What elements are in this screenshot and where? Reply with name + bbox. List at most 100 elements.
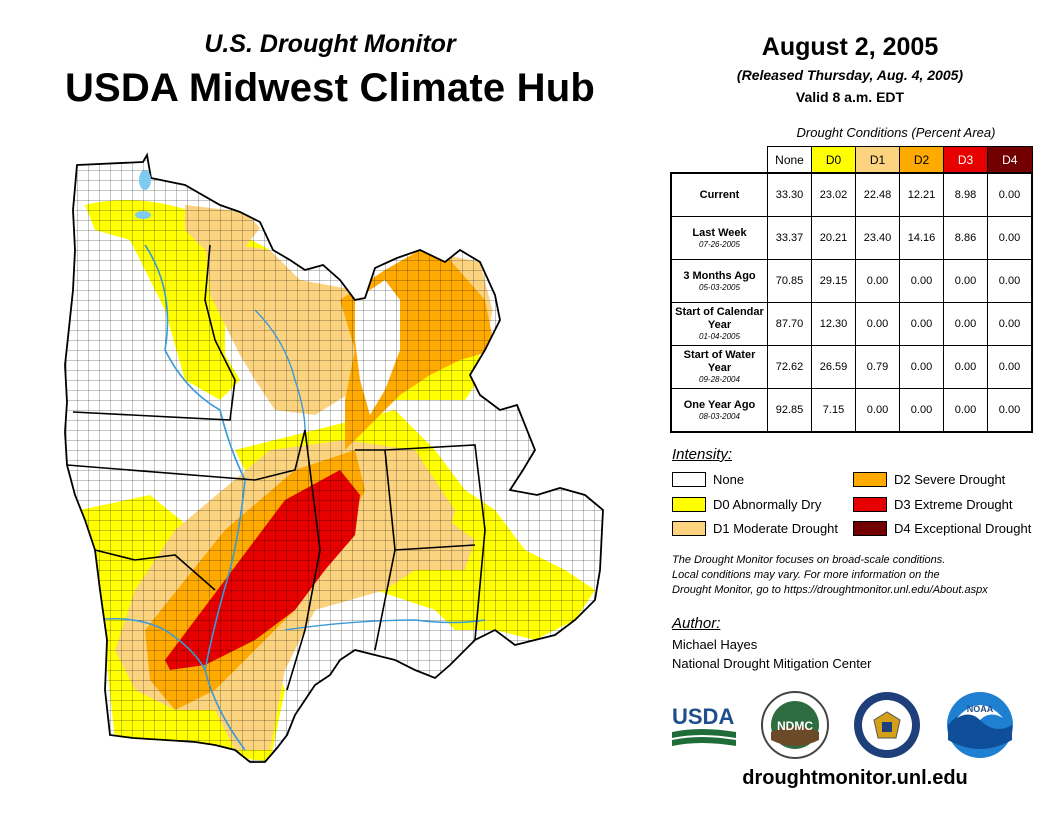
row-label-text: 3 Months Ago bbox=[683, 269, 756, 282]
legend-swatch bbox=[853, 497, 887, 512]
legend-swatch bbox=[672, 497, 706, 512]
map-supertitle: U.S. Drought Monitor bbox=[204, 30, 456, 58]
legend-item: None bbox=[672, 472, 744, 487]
wisconsin-river bbox=[254, 309, 306, 431]
ndmc-logo-text: NDMC bbox=[777, 719, 813, 733]
table-cell: 33.30 bbox=[767, 172, 812, 217]
row-date: 07-26-2005 bbox=[699, 239, 740, 249]
map-date: August 2, 2005 bbox=[761, 33, 939, 61]
table-cell: 12.30 bbox=[811, 302, 856, 346]
table-cell: 0.00 bbox=[987, 216, 1033, 260]
table-cell: 0.00 bbox=[943, 302, 988, 346]
row-label-text: Start of Water Year bbox=[683, 349, 756, 374]
table-cell: 14.16 bbox=[899, 216, 944, 260]
legend-item: D0 Abnormally Dry bbox=[672, 497, 821, 512]
table-cell: 0.00 bbox=[987, 345, 1033, 389]
table-cell: 23.40 bbox=[855, 216, 900, 260]
table-cell: 23.02 bbox=[811, 172, 856, 217]
table-cell: 7.15 bbox=[811, 388, 856, 433]
table-row: Last Week 07-26-2005 33.37 20.21 23.40 14.16 8… bbox=[670, 216, 1033, 260]
table-cell: 0.00 bbox=[899, 345, 944, 389]
upper-red-lake bbox=[135, 211, 151, 219]
legend-swatch bbox=[853, 472, 887, 487]
drought-map bbox=[64, 152, 604, 763]
legend-title: Intensity: bbox=[672, 446, 733, 463]
col-header-d1: D1 bbox=[855, 146, 900, 174]
table-cell: 0.00 bbox=[943, 388, 988, 433]
table-cell: 0.00 bbox=[899, 302, 944, 346]
row-label: 3 Months Ago 05-03-2005 bbox=[670, 259, 768, 303]
table-cell: 22.48 bbox=[855, 172, 900, 217]
table-cell: 29.15 bbox=[811, 259, 856, 303]
table-row: Start of Calendar Year 01-04-2005 87.70 12.… bbox=[670, 302, 1033, 346]
missouri-river bbox=[94, 617, 206, 671]
col-header-d3: D3 bbox=[943, 146, 988, 174]
ohio-river bbox=[284, 619, 486, 631]
table-cell: 20.21 bbox=[811, 216, 856, 260]
col-header-d2: D2 bbox=[899, 146, 944, 174]
row-label: Start of Water Year 09-28-2004 bbox=[670, 345, 768, 389]
legend-item: D1 Moderate Drought bbox=[672, 521, 838, 536]
state-borders bbox=[66, 244, 486, 691]
legend-item: D3 Extreme Drought bbox=[853, 497, 1013, 512]
note-line-3: Drought Monitor, go to https://droughtmo… bbox=[672, 584, 988, 596]
col-header-none: None bbox=[767, 146, 812, 174]
row-label: One Year Ago 08-03-2004 bbox=[670, 388, 768, 433]
row-date: 08-03-2004 bbox=[699, 411, 740, 421]
table-cell: 33.37 bbox=[767, 216, 812, 260]
legend-label: D2 Severe Drought bbox=[894, 472, 1006, 487]
table-cell: 0.00 bbox=[987, 302, 1033, 346]
author-name: Michael Hayes bbox=[672, 637, 758, 652]
legend-label: D3 Extreme Drought bbox=[894, 497, 1013, 512]
row-label: Start of Calendar Year 01-04-2005 bbox=[670, 302, 768, 346]
legend-swatch bbox=[672, 521, 706, 536]
table-cell: 0.00 bbox=[943, 259, 988, 303]
lake-of-the-woods bbox=[139, 170, 151, 190]
row-label-text: Last Week bbox=[692, 226, 747, 239]
table-cell: 0.79 bbox=[855, 345, 900, 389]
row-label-text: Current bbox=[699, 188, 740, 201]
table-row: One Year Ago 08-03-2004 92.85 7.15 0.00 0.00 0… bbox=[670, 388, 1033, 433]
website-url[interactable]: droughtmonitor.unl.edu bbox=[742, 767, 968, 789]
disclaimer-note: The Drought Monitor focuses on broad-sca… bbox=[672, 553, 1042, 598]
note-line-1: The Drought Monitor focuses on broad-sca… bbox=[672, 554, 946, 566]
table-caption: Drought Conditions (Percent Area) bbox=[796, 125, 996, 140]
legend-swatch bbox=[853, 521, 887, 536]
row-date: 05-03-2005 bbox=[699, 282, 740, 292]
legend-item: D4 Exceptional Drought bbox=[853, 521, 1031, 536]
author-heading: Author: bbox=[672, 615, 721, 632]
usda-logo-text: USDA bbox=[672, 704, 734, 729]
row-date: 01-04-2005 bbox=[699, 332, 740, 341]
table-corner bbox=[671, 147, 768, 174]
map-title: USDA Midwest Climate Hub bbox=[64, 66, 596, 110]
row-label-text: Start of Calendar Year bbox=[675, 306, 764, 331]
release-date: (Released Thursday, Aug. 4, 2005) bbox=[736, 67, 964, 83]
table-cell: 26.59 bbox=[811, 345, 856, 389]
usda-logo-icon: USDA bbox=[672, 704, 736, 746]
table-row: Start of Water Year 09-28-2004 72.62 26.59 0… bbox=[670, 345, 1033, 389]
table-cell: 0.00 bbox=[899, 259, 944, 303]
table-cell: 12.21 bbox=[899, 172, 944, 217]
table-cell: 0.00 bbox=[855, 302, 900, 346]
row-date: 09-28-2004 bbox=[699, 375, 740, 384]
table-row: 3 Months Ago 05-03-2005 70.85 29.15 0.00 0.00… bbox=[670, 259, 1033, 303]
table-cell: 92.85 bbox=[767, 388, 812, 433]
table-cell: 72.62 bbox=[767, 345, 812, 389]
region-outline bbox=[64, 152, 604, 763]
row-label: Current bbox=[670, 172, 768, 217]
valid-time: Valid 8 a.m. EDT bbox=[795, 89, 905, 105]
noaa-logo-icon: NOAA bbox=[947, 692, 1013, 758]
col-header-d0: D0 bbox=[811, 146, 856, 174]
noaa-logo-text: NOAA bbox=[967, 704, 994, 714]
table-cell: 70.85 bbox=[767, 259, 812, 303]
table-cell: 0.00 bbox=[987, 388, 1033, 433]
row-label: Last Week 07-26-2005 bbox=[670, 216, 768, 260]
legend-label: D4 Exceptional Drought bbox=[894, 521, 1032, 536]
table-cell: 87.70 bbox=[767, 302, 812, 346]
legend-label: None bbox=[713, 472, 745, 487]
legend-label: D1 Moderate Drought bbox=[713, 521, 839, 536]
table-header-row: None D0 D1 D2 D3 D4 bbox=[671, 146, 1033, 174]
note-line-2: Local conditions may vary. For more info… bbox=[672, 569, 940, 581]
ndmc-seal-icon: NDMC bbox=[761, 691, 829, 759]
author-organization: National Drought Mitigation Center bbox=[672, 656, 872, 671]
